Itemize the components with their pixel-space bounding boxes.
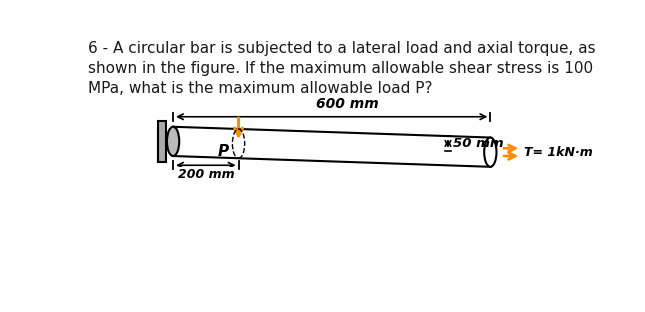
Text: 200 mm: 200 mm: [177, 168, 234, 181]
Ellipse shape: [484, 138, 497, 167]
Ellipse shape: [167, 127, 179, 156]
Text: T= 1kN·m: T= 1kN·m: [524, 146, 593, 159]
Text: P: P: [217, 144, 228, 158]
Text: 50 mm: 50 mm: [453, 137, 504, 150]
Text: 6 - A circular bar is subjected to a lateral load and axial torque, as
shown in : 6 - A circular bar is subjected to a lat…: [88, 41, 596, 96]
Polygon shape: [173, 127, 490, 167]
FancyBboxPatch shape: [158, 121, 166, 162]
Text: 600 mm: 600 mm: [316, 97, 379, 111]
